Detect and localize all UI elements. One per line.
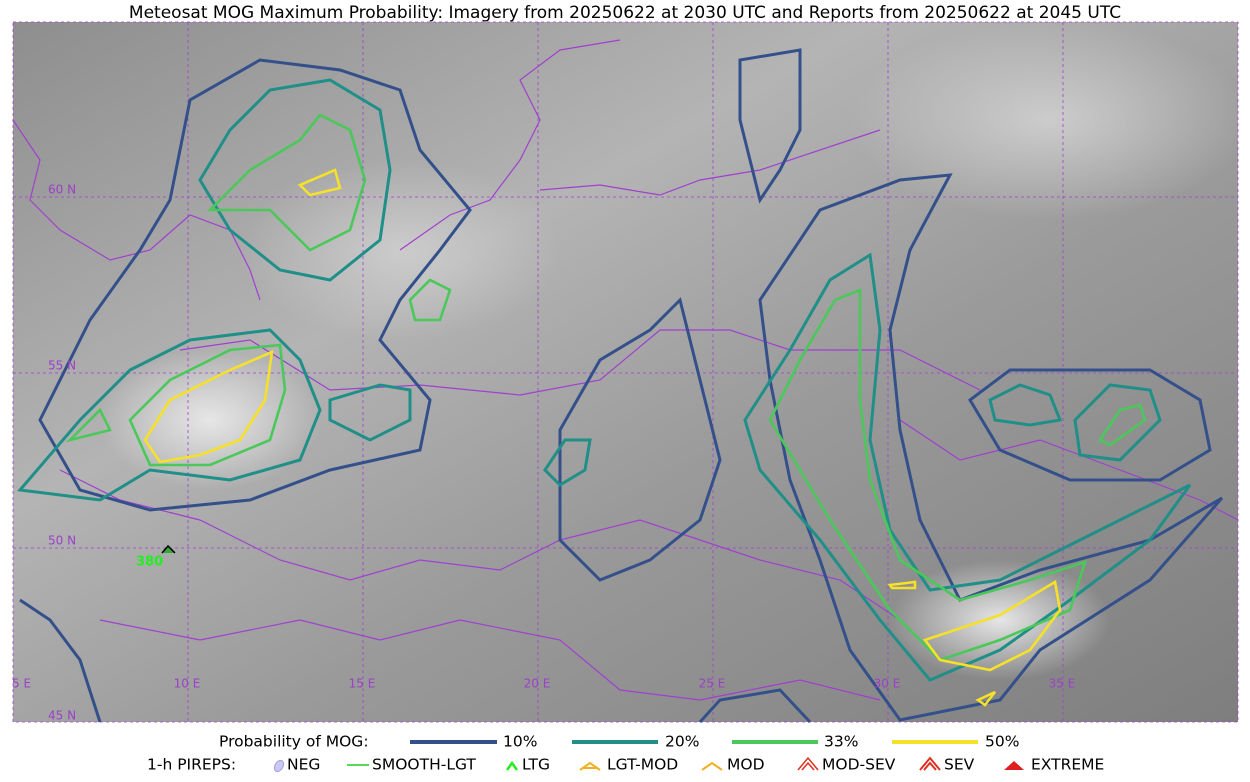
map-frame bbox=[12, 21, 1239, 723]
lon-label: 5 E bbox=[12, 677, 31, 691]
cloud bbox=[850, 20, 1250, 220]
legend-title: Probability of MOG: bbox=[219, 733, 369, 751]
contour-20 bbox=[988, 383, 1162, 462]
legend-label: SEV bbox=[944, 756, 975, 774]
legend-title: 1-h PIREPS: bbox=[147, 756, 236, 774]
legend-icon bbox=[579, 761, 601, 771]
lon-label: 35 E bbox=[1049, 677, 1076, 691]
cloud bbox=[100, 350, 320, 490]
legend-icon bbox=[1004, 761, 1024, 770]
contour-10 bbox=[738, 48, 802, 204]
contours bbox=[17, 48, 1224, 724]
legend-label: LGT-MOD bbox=[607, 756, 678, 774]
contour-10 bbox=[558, 297, 722, 582]
title: Meteosat MOG Maximum Probability: Imager… bbox=[129, 3, 1121, 23]
legend-label: 50% bbox=[985, 733, 1019, 751]
coastline bbox=[399, 39, 621, 251]
lon-label: 30 E bbox=[874, 677, 901, 691]
legend: Probability of MOG: 10% 20% 33% 50% 1-h … bbox=[147, 733, 1104, 774]
legend-icon bbox=[273, 759, 285, 773]
coastline bbox=[12, 119, 261, 301]
lat-label: 50 N bbox=[48, 534, 76, 548]
legend-label: 10% bbox=[503, 733, 537, 751]
legend-label: NEG bbox=[287, 756, 320, 774]
contour-10 bbox=[19, 598, 812, 724]
legend-label: 33% bbox=[824, 733, 858, 751]
border bbox=[59, 469, 901, 621]
lon-label: 10 E bbox=[174, 677, 201, 691]
legend-icon bbox=[701, 761, 723, 771]
contour-33 bbox=[206, 113, 367, 252]
coastline bbox=[539, 129, 881, 196]
pirep-altitude: 380 bbox=[136, 555, 163, 570]
contour-10 bbox=[38, 58, 472, 512]
lat-label: 55 N bbox=[48, 359, 76, 373]
contour-50 bbox=[887, 579, 1062, 707]
contour-10 bbox=[968, 368, 1212, 482]
lon-label: 25 E bbox=[699, 677, 726, 691]
legend-label: LTG bbox=[522, 756, 550, 774]
contour-50 bbox=[143, 349, 274, 464]
legend-label: 20% bbox=[665, 733, 699, 751]
contour-20 bbox=[743, 252, 1192, 682]
legend-icon bbox=[505, 760, 519, 771]
border bbox=[99, 619, 881, 701]
lat-label: 60 N bbox=[48, 183, 76, 197]
legend-icon bbox=[797, 756, 819, 771]
legend-label: MOD-SEV bbox=[822, 756, 896, 774]
lon-label: 15 E bbox=[349, 677, 376, 691]
contour-20 bbox=[198, 78, 392, 282]
lon-label: 20 E bbox=[524, 677, 551, 691]
map: 380 5 E 10 E 15 E 20 E 25 E 30 E 35 E 60… bbox=[12, 20, 1250, 724]
legend-label: EXTREME bbox=[1031, 756, 1104, 774]
contour-33 bbox=[768, 288, 1087, 662]
legend-icon bbox=[919, 756, 941, 771]
legend-label: SMOOTH-LGT bbox=[372, 756, 476, 774]
contour-33 bbox=[408, 278, 1147, 447]
contour-20 bbox=[17, 328, 322, 502]
contour-33 bbox=[65, 343, 287, 467]
lat-label: 45 N bbox=[48, 709, 76, 723]
contour-20 bbox=[328, 383, 592, 487]
pirep-icon bbox=[161, 544, 176, 554]
legend-label: MOD bbox=[727, 756, 765, 774]
contour-50 bbox=[297, 168, 342, 197]
